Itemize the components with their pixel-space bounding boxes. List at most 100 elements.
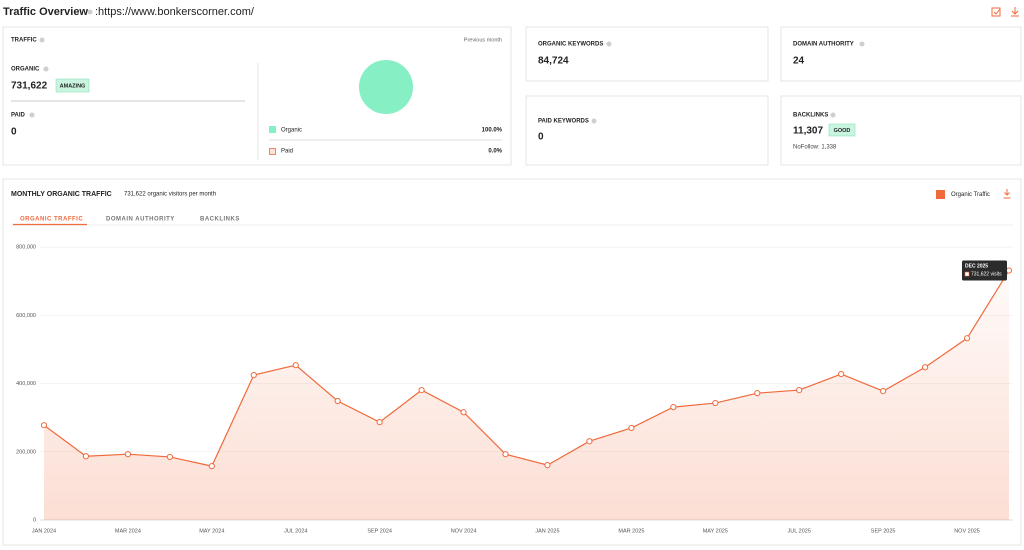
chart-title: MONTHLY ORGANIC TRAFFIC (11, 191, 112, 198)
badge-text: GOOD (834, 128, 851, 134)
period: Previous month (464, 37, 502, 43)
point (670, 404, 677, 411)
card-label: ORGANIC KEYWORDS (538, 42, 603, 48)
download-icon[interactable] (1003, 189, 1011, 199)
legend-value: 100.0% (482, 128, 503, 134)
badge (828, 123, 856, 137)
url: :https://www.bonkerscorner.com/ (95, 6, 255, 18)
y-tick-label: 400,000 (16, 381, 36, 387)
y-tick-label: 200,000 (16, 449, 36, 455)
point (754, 390, 761, 397)
info-icon (87, 9, 93, 15)
info-icon (39, 37, 45, 43)
point (250, 371, 257, 379)
legend-label: Paid (281, 149, 293, 155)
point (82, 453, 90, 460)
point (40, 422, 48, 429)
tab[interactable]: DOMAIN AUTHORITY (106, 217, 175, 223)
tab[interactable]: ORGANIC TRAFFIC (20, 217, 83, 223)
tooltip-swatch (964, 271, 970, 277)
x-tick-label: JUL 2025 (788, 528, 811, 534)
x-tick-label: JAN 2024 (32, 528, 56, 534)
legend-value: 0.0% (488, 149, 502, 155)
legend-label[interactable]: Organic Traffic (951, 192, 990, 198)
card-value: 84,724 (538, 56, 569, 67)
x-tick-label: NOV 2025 (954, 528, 980, 534)
card-label: PAID (11, 113, 26, 119)
x-tick-label: JUL 2024 (284, 528, 307, 534)
info-icon (606, 41, 612, 47)
point (376, 419, 383, 426)
authority-card (780, 26, 1022, 82)
y-tick-label: 600,000 (16, 313, 36, 319)
card-label: PAID KEYWORDS (538, 119, 589, 125)
info-icon (859, 41, 865, 47)
point (460, 409, 467, 416)
card-value: 11,307 (793, 126, 823, 137)
x-tick-label: MAR 2024 (115, 528, 141, 534)
tooltip-title: DEC 2025 (965, 263, 988, 269)
tooltip-text: 731,622 visits (971, 272, 1002, 278)
legend-swatch (269, 148, 276, 155)
card-label: TRAFFIC (11, 38, 37, 44)
area (44, 270, 1009, 520)
download-icon[interactable] (1011, 7, 1019, 17)
point (502, 451, 509, 458)
point (166, 453, 173, 461)
keywords-card (525, 26, 769, 82)
legend-swatch (269, 126, 276, 133)
x-tick-label: SEP 2025 (871, 528, 896, 534)
point (796, 386, 803, 394)
point (334, 397, 341, 405)
paid-card (525, 95, 769, 166)
point (838, 370, 845, 378)
x-tick-label: MAR 2025 (618, 528, 644, 534)
point (712, 399, 719, 407)
point (921, 364, 929, 371)
card-value: 24 (793, 56, 805, 67)
pie (359, 60, 413, 114)
x-tick-label: SEP 2024 (367, 528, 392, 534)
point (418, 386, 425, 394)
point (208, 463, 215, 470)
point (628, 424, 635, 432)
card-label: BACKLINKS (793, 113, 828, 119)
legend-label: Organic (281, 128, 302, 134)
plot: 0 200,000 400,000 600,000 800,000 JAN 2024 MAR… (16, 245, 1013, 534)
traffic-card (2, 26, 512, 166)
point (880, 388, 887, 395)
point (544, 462, 551, 469)
info-icon (591, 118, 597, 124)
badge-text: AMAZING (60, 83, 86, 89)
x-tick-label: MAY 2025 (703, 528, 728, 534)
info-icon (43, 66, 49, 72)
point (1005, 267, 1013, 274)
card-label: ORGANIC (11, 67, 40, 73)
point (292, 362, 299, 369)
point (963, 335, 971, 342)
export-icon[interactable] (991, 7, 1001, 17)
card-label: DOMAIN AUTHORITY (793, 42, 854, 48)
legend-swatch (936, 190, 945, 199)
y-tick-label: 0 (33, 517, 36, 523)
nofollow: NoFollow: 1,338 (793, 145, 837, 151)
info-icon (830, 112, 836, 118)
info-icon (29, 112, 35, 118)
badge (55, 78, 90, 93)
tab[interactable]: BACKLINKS (200, 217, 240, 223)
page-title: Traffic Overview (3, 6, 88, 18)
point (586, 438, 593, 445)
backlinks-card (780, 95, 1022, 166)
tooltip (962, 260, 1007, 281)
point (124, 451, 132, 458)
card-value: 0 (538, 132, 544, 143)
y-tick-label: 800,000 (16, 245, 36, 251)
organic-value: 731,622 (11, 81, 48, 92)
line (43, 270, 1010, 467)
x-tick-label: NOV 2024 (451, 528, 477, 534)
x-tick-label: JAN 2025 (535, 528, 559, 534)
x-tick-label: MAY 2024 (199, 528, 224, 534)
paid-value: 0 (11, 127, 17, 138)
chart-subtitle: 731,622 organic visitors per month (124, 192, 216, 198)
